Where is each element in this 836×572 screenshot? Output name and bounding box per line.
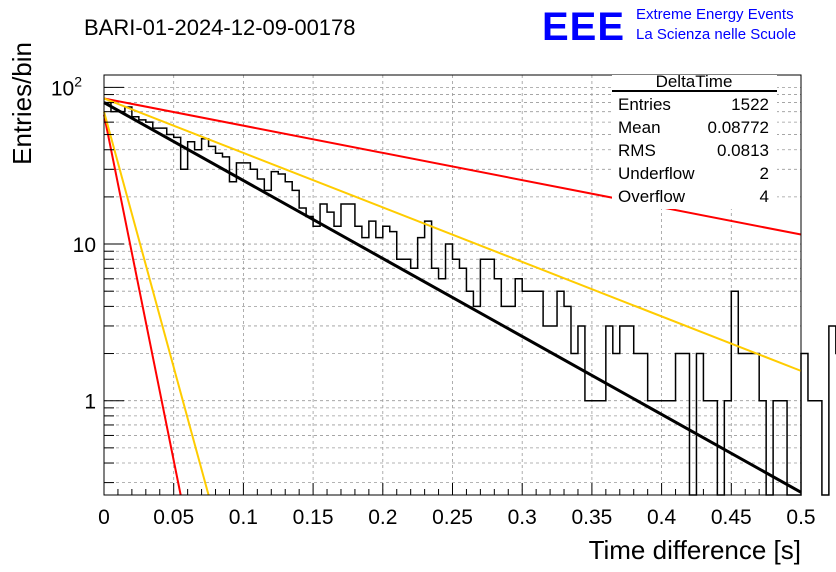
reference-line: [103, 114, 182, 496]
histogram-outline: [104, 101, 836, 496]
stats-value: 4: [760, 187, 769, 206]
stats-label: RMS: [618, 141, 656, 160]
x-tick-label: 0.1: [229, 506, 258, 529]
stats-value: 0.0813: [717, 141, 769, 160]
stats-value: 0.08772: [708, 118, 769, 137]
x-axis-label: Time difference [s]: [589, 535, 801, 565]
stats-title: DeltaTime: [656, 72, 733, 91]
x-tick-label: 0.05: [153, 506, 194, 529]
stats-label: Overflow: [618, 187, 686, 206]
fit-line: [103, 101, 802, 494]
stats-box-background: [612, 75, 777, 209]
x-tick-label: 0.15: [293, 506, 334, 529]
fit-curves: [103, 97, 802, 496]
run-title: BARI-01-2024-12-09-00178: [84, 15, 356, 40]
x-tick-label: 0.5: [786, 506, 815, 529]
x-tick-label: 0.25: [432, 506, 473, 529]
y-tick-label: 102: [51, 73, 82, 100]
stats-label: Entries: [618, 95, 671, 114]
x-tick-label: 0.45: [711, 506, 752, 529]
x-tick-label: 0.4: [647, 506, 677, 529]
y-tick-label: 1: [84, 391, 96, 414]
eee-logo-text: EEE: [542, 5, 625, 49]
reference-line: [103, 111, 210, 496]
stats-value: 1522: [731, 95, 769, 114]
x-tick-label: 0: [98, 506, 110, 529]
x-tick-label: 0.35: [571, 506, 612, 529]
x-tick-label: 0.3: [508, 506, 537, 529]
stats-box: DeltaTime Entries 1522 Mean 0.08772 RMS 0.081…: [612, 72, 777, 209]
y-axis-label: Entries/bin: [7, 42, 37, 165]
eee-logo-line2: La Scienza nelle Scuole: [636, 26, 796, 43]
y-tick-label: 10: [73, 234, 96, 257]
eee-logo: EEE Extreme Energy Events La Scienza nel…: [542, 5, 796, 49]
grid: [104, 75, 801, 495]
axes: 0 0.05 0.1 0.15 0.2 0.25 0.3 0.35 0.4 0.45 0.5 1 10 1…: [51, 73, 816, 529]
histogram: [104, 101, 836, 496]
reference-line: [103, 97, 802, 372]
stats-value: 2: [760, 164, 769, 183]
reference-line: [103, 97, 802, 236]
eee-logo-line1: Extreme Energy Events: [636, 6, 794, 23]
stats-label: Underflow: [618, 164, 695, 183]
stats-label: Mean: [618, 118, 661, 137]
x-tick-label: 0.2: [368, 506, 397, 529]
